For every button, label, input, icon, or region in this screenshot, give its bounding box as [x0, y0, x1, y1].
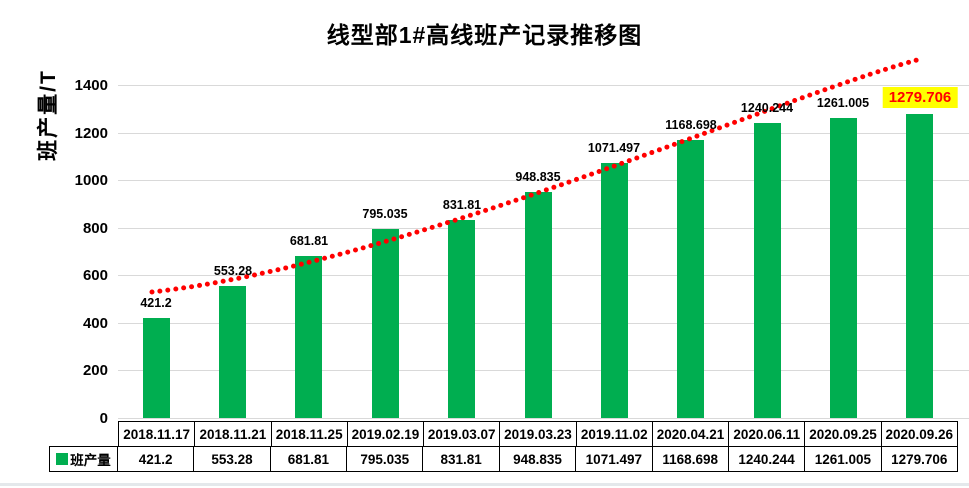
bar-data-label: 1168.698: [665, 118, 717, 132]
y-tick-label: 1200: [74, 125, 108, 142]
table-date-cell: 2018.11.17: [118, 421, 196, 447]
bar-data-label: 553.28: [213, 264, 253, 278]
bar: [143, 318, 170, 418]
bar-data-label: 795.035: [362, 207, 408, 221]
table-date-cell: 2018.11.25: [270, 421, 348, 447]
legend-cell: 班产量: [49, 446, 118, 472]
legend-swatch-icon: [56, 453, 69, 465]
y-tick-label: 400: [82, 315, 108, 332]
y-tick-label: 800: [82, 220, 108, 237]
chart-title: 线型部1#高线班产记录推移图: [326, 22, 643, 48]
table-value-cell: 681.81: [269, 446, 348, 472]
table-date-cell: 2020.09.25: [804, 421, 882, 447]
bar-data-label: 421.2: [140, 296, 172, 310]
gridline: [118, 418, 969, 419]
bar: [525, 192, 552, 418]
bar-data-label: 1071.497: [587, 141, 641, 155]
y-tick-label: 600: [82, 267, 108, 284]
bar-data-label: 948.835: [515, 170, 561, 184]
bar: [295, 256, 322, 418]
y-tick-label: 1000: [74, 172, 108, 189]
y-tick-label: 0: [99, 410, 108, 427]
bar-data-label: 681.81: [289, 234, 329, 248]
table-value-cell: 948.835: [498, 446, 577, 472]
table-date-cell: 2020.06.11: [728, 421, 806, 447]
table-date-cell: 2018.11.21: [194, 421, 272, 447]
y-tick-label: 1400: [74, 77, 108, 94]
table-value-row: 班产量 421.2 553.28 681.81 795.035 831.81 948.83…: [49, 446, 958, 472]
window-bottom-edge: [0, 483, 969, 486]
bar: [219, 286, 246, 418]
table-date-cell: 2020.09.26: [880, 421, 958, 447]
bar-data-label-highlighted: 1279.706: [882, 87, 958, 108]
table-value-cell: 553.28: [193, 446, 271, 472]
table-value-cell: 795.035: [346, 446, 424, 472]
bar: [906, 114, 933, 418]
table-date-cell: 2019.11.02: [575, 421, 653, 447]
bar: [601, 163, 628, 418]
table-value-cell: 1071.497: [575, 446, 653, 472]
bar: [372, 229, 399, 418]
bar: [830, 118, 857, 418]
bar: [754, 123, 781, 418]
bar: [677, 140, 704, 418]
bar-data-label: 1261.005: [816, 96, 870, 110]
table-value-cell: 421.2: [117, 446, 195, 472]
legend-label: 班产量: [70, 453, 111, 468]
gridline: [118, 85, 969, 86]
bar-data-label: 1240.244: [740, 101, 794, 115]
table-value-cell: 1240.244: [727, 446, 806, 472]
table-value-cell: 831.81: [422, 446, 500, 472]
table-date-cell: 2019.03.07: [423, 421, 501, 447]
table-value-cell: 1279.706: [880, 446, 958, 472]
bar-data-label: 831.81: [442, 198, 482, 212]
table-date-cell: 2019.02.19: [346, 421, 425, 447]
bar: [448, 220, 475, 418]
y-tick-label: 200: [82, 362, 108, 379]
table-date-cell: 2020.04.21: [651, 421, 730, 447]
table-date-row: 2018.11.17 2018.11.21 2018.11.25 2019.02.19…: [118, 421, 958, 447]
table-date-cell: 2019.03.23: [499, 421, 577, 447]
table-value-cell: 1261.005: [804, 446, 882, 472]
table-value-cell: 1168.698: [651, 446, 729, 472]
